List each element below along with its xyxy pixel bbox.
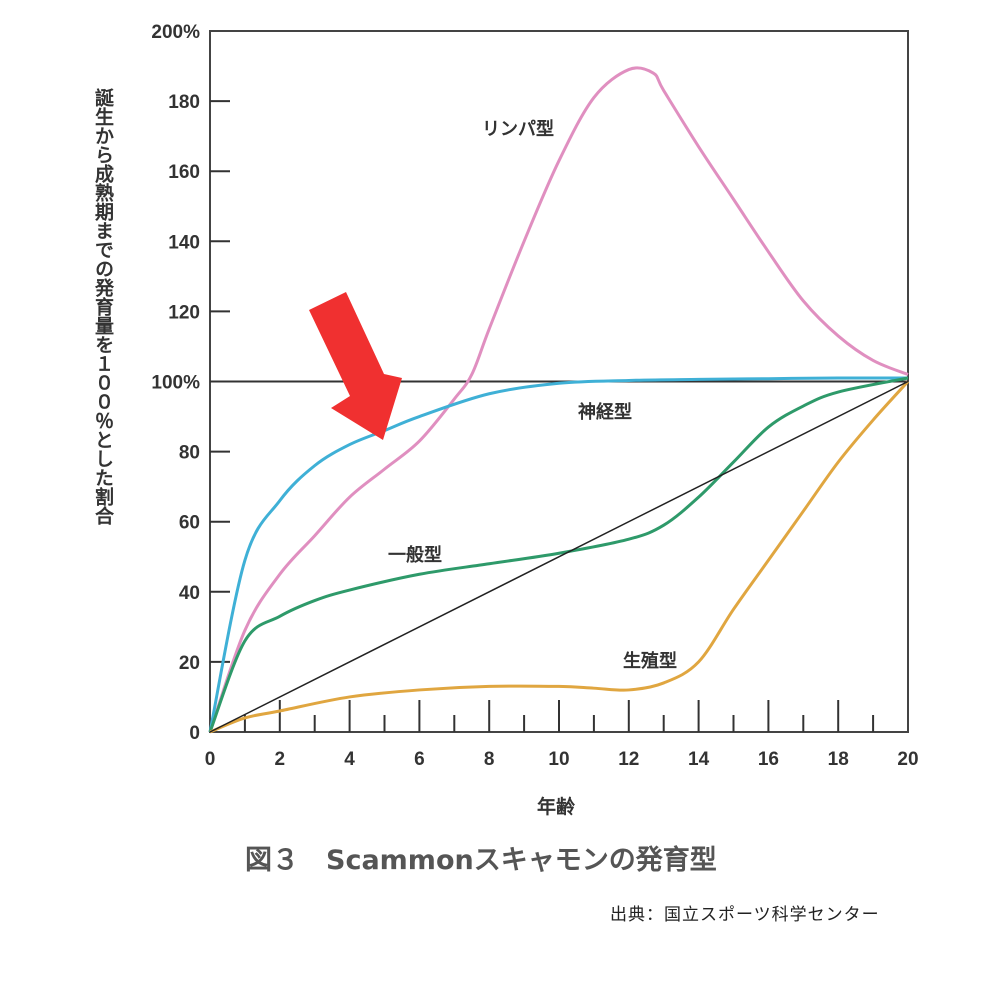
y-tick-label: 120 xyxy=(168,302,200,323)
x-tick-label: 14 xyxy=(688,749,710,770)
series-line-リンパ型 xyxy=(208,66,909,733)
x-tick-label: 18 xyxy=(828,749,849,770)
x-tick-label: 20 xyxy=(897,749,918,770)
y-tick-label: 180 xyxy=(168,92,200,113)
x-tick-label: 8 xyxy=(484,749,495,770)
series-line-神経型 xyxy=(208,376,909,733)
series-label: 一般型 xyxy=(388,544,442,566)
x-tick-label: 2 xyxy=(275,749,286,770)
y-tick-label: 200% xyxy=(151,22,200,43)
y-tick-label: 160 xyxy=(168,162,200,183)
x-tick-label: 6 xyxy=(414,749,425,770)
y-tick-label: 20 xyxy=(179,653,200,674)
x-axis-label: 年齢 xyxy=(537,796,576,818)
x-tick-label: 12 xyxy=(618,749,639,770)
series-line-一般型 xyxy=(208,376,909,733)
x-tick-label: 16 xyxy=(758,749,779,770)
y-tick-label: 80 xyxy=(179,443,200,464)
chart-title: 図３ Scammonスキャモンの発育型 xyxy=(245,845,717,876)
y-axis-label: 誕生から成熟期までの発育量を１００％とした割合 xyxy=(92,88,114,525)
source-note: 出典：国立スポーツ科学センター xyxy=(610,905,880,925)
series-line-生殖型 xyxy=(209,380,910,734)
y-tick-label: 0 xyxy=(189,723,200,744)
series-label: リンパ型 xyxy=(482,118,554,140)
y-tick-label: 40 xyxy=(179,583,200,604)
red-arrow-icon xyxy=(309,292,402,440)
x-tick-label: 0 xyxy=(205,749,216,770)
series-label: 生殖型 xyxy=(623,650,677,672)
x-tick-label: 10 xyxy=(548,749,569,770)
y-tick-label: 100% xyxy=(151,373,200,394)
x-tick-label: 4 xyxy=(344,749,355,770)
y-tick-label: 60 xyxy=(179,513,200,534)
series-label: 神経型 xyxy=(578,401,632,423)
series-line-linear xyxy=(209,380,909,733)
y-tick-label: 140 xyxy=(168,232,200,253)
